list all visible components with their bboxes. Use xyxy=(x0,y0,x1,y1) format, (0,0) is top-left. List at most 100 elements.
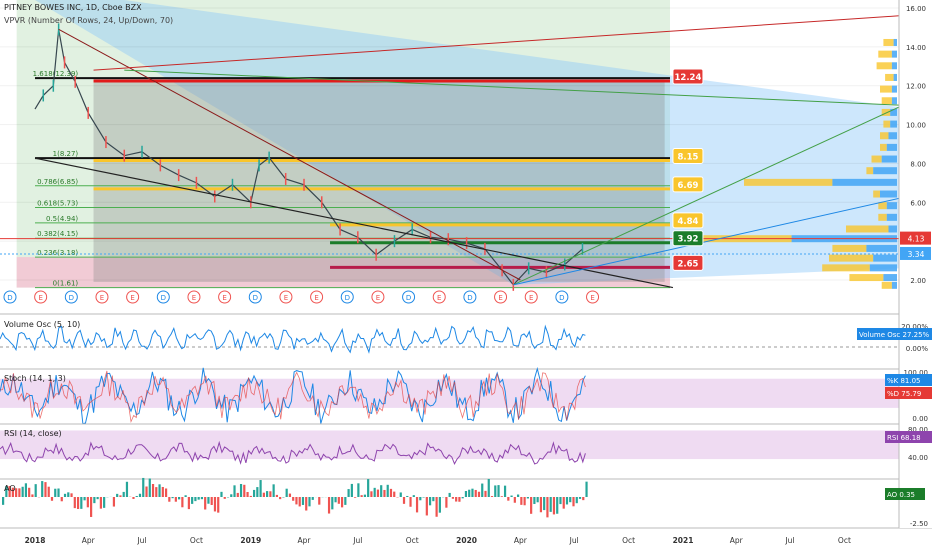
volume-osc-badge-text: Volume Osc 27.25% xyxy=(859,331,930,339)
ao-pane[interactable] xyxy=(0,477,932,529)
ao-bar xyxy=(99,497,102,509)
ao-bar xyxy=(360,495,363,497)
price-tag[interactable]: 12.24 xyxy=(672,68,704,85)
price-tick-label: 2.00 xyxy=(910,277,926,285)
vpvr-down xyxy=(866,244,897,252)
ao-bar xyxy=(572,497,575,507)
dividend-marker[interactable]: D xyxy=(555,290,569,304)
ao-bar xyxy=(539,497,543,513)
dividend-marker[interactable]: D xyxy=(248,290,262,304)
ao-bar xyxy=(164,488,168,497)
vpvr-down xyxy=(891,50,897,58)
stoch-k-badge[interactable]: %K 81.05 xyxy=(885,374,932,386)
price-axis[interactable]: 16.0014.0012.0010.008.006.004.002.004.13… xyxy=(857,0,932,528)
earnings-marker[interactable]: E xyxy=(279,290,293,304)
ao-bar xyxy=(461,497,464,499)
rsi-pane[interactable] xyxy=(0,423,932,465)
ao-bar xyxy=(432,497,435,502)
ao-bar xyxy=(112,497,116,507)
dividend-marker[interactable]: D xyxy=(402,290,416,304)
price-pane[interactable]: 0(1.61) 0.236(3.18) 0.382(4.15) 0.5(4.94) 0.… xyxy=(0,0,899,304)
earnings-marker[interactable]: E xyxy=(218,290,232,304)
ao-bar xyxy=(578,497,582,499)
time-axis[interactable]: 2018 Apr Jul Oct 2019 Apr Jul Oct 2020 Apr Jul Oct 2… xyxy=(25,536,851,545)
rsi-badge[interactable]: RSI 68.18 xyxy=(885,431,932,443)
event-marker-letter: E xyxy=(437,294,441,302)
vpvr-down xyxy=(891,97,897,105)
earnings-marker[interactable]: E xyxy=(524,290,538,304)
volume-osc-pane[interactable] xyxy=(0,313,932,354)
event-marker-letter: D xyxy=(69,294,74,302)
ao-bar xyxy=(386,484,389,497)
event-marker-letter: E xyxy=(38,294,42,302)
ao-bar xyxy=(438,497,441,513)
indicator-tick-label: 100.00 xyxy=(904,369,929,377)
ao-bar xyxy=(370,491,373,497)
ao-bar xyxy=(327,497,331,514)
volume-osc-badge[interactable]: Volume Osc 27.25% xyxy=(857,328,932,340)
event-marker-circle xyxy=(156,290,170,304)
earnings-marker[interactable]: E xyxy=(34,290,48,304)
earnings-marker[interactable]: E xyxy=(187,290,201,304)
dividend-marker[interactable]: D xyxy=(463,290,477,304)
vpvr-up xyxy=(878,202,887,210)
price-tag[interactable]: 8.15 xyxy=(672,148,704,165)
dividend-marker[interactable]: D xyxy=(64,290,78,304)
earnings-marker[interactable]: E xyxy=(494,290,508,304)
ao-bar xyxy=(236,492,239,497)
vpvr-down xyxy=(832,178,897,186)
ao-bar xyxy=(399,492,402,497)
ao-bar xyxy=(357,483,360,497)
vpvr-down xyxy=(886,213,897,221)
event-marker-letter: E xyxy=(100,294,104,302)
price-tag[interactable]: 4.84 xyxy=(672,212,704,229)
dividend-marker[interactable]: D xyxy=(156,290,170,304)
ao-title: AO xyxy=(4,484,16,493)
ao-bar xyxy=(543,497,546,511)
price-label-tags[interactable]: 12.24 8.15 6.69 4.84 3.92 2.65 xyxy=(672,68,704,271)
volume-osc-badge-box xyxy=(857,328,932,340)
price-tag[interactable]: 3.92 xyxy=(672,230,704,247)
vpvr-down xyxy=(883,274,897,282)
stoch-d-badge[interactable]: %D 75.79 xyxy=(885,387,932,399)
ao-bar xyxy=(119,495,122,497)
dividend-marker[interactable]: D xyxy=(3,290,17,304)
earnings-marker[interactable]: E xyxy=(371,290,385,304)
price-tag[interactable]: 6.69 xyxy=(672,176,704,193)
stoch-d-badge-text: %D 75.79 xyxy=(887,390,921,398)
event-marker-circle xyxy=(95,290,109,304)
time-tick-label: Oct xyxy=(406,536,419,545)
time-tick-label: Apr xyxy=(730,536,744,545)
ao-badge[interactable]: AO 0.35 xyxy=(885,488,925,500)
earnings-marker[interactable]: E xyxy=(310,290,324,304)
vpvr-up xyxy=(881,281,892,289)
pitchfork-median xyxy=(513,106,899,286)
stoch-pane[interactable] xyxy=(0,366,932,425)
vpvr-up xyxy=(866,167,874,175)
ao-bar xyxy=(266,491,269,497)
ao-bar xyxy=(311,497,314,500)
time-tick-label: Jul xyxy=(784,536,794,545)
time-tick-label: Oct xyxy=(190,536,203,545)
ao-bar xyxy=(285,488,288,497)
earnings-marker[interactable]: E xyxy=(586,290,600,304)
ao-bar xyxy=(155,487,158,497)
ao-bar xyxy=(520,497,523,505)
vpvr-down xyxy=(888,225,897,233)
earnings-marker[interactable]: E xyxy=(432,290,446,304)
earnings-marker[interactable]: E xyxy=(95,290,109,304)
price-tag[interactable]: 2.65 xyxy=(672,254,704,271)
dividend-marker[interactable]: D xyxy=(340,290,354,304)
event-marker-letter: D xyxy=(253,294,258,302)
ao-bar xyxy=(559,497,562,505)
ao-bar xyxy=(458,497,461,502)
price-tag-text: 3.92 xyxy=(677,235,698,245)
trend-lines[interactable] xyxy=(34,15,899,289)
ao-bar xyxy=(468,489,471,497)
indicator-tick-label: 40.00 xyxy=(908,454,928,462)
earnings-marker[interactable]: E xyxy=(126,290,140,304)
vpvr-up xyxy=(880,143,887,151)
ao-bar xyxy=(445,497,448,508)
